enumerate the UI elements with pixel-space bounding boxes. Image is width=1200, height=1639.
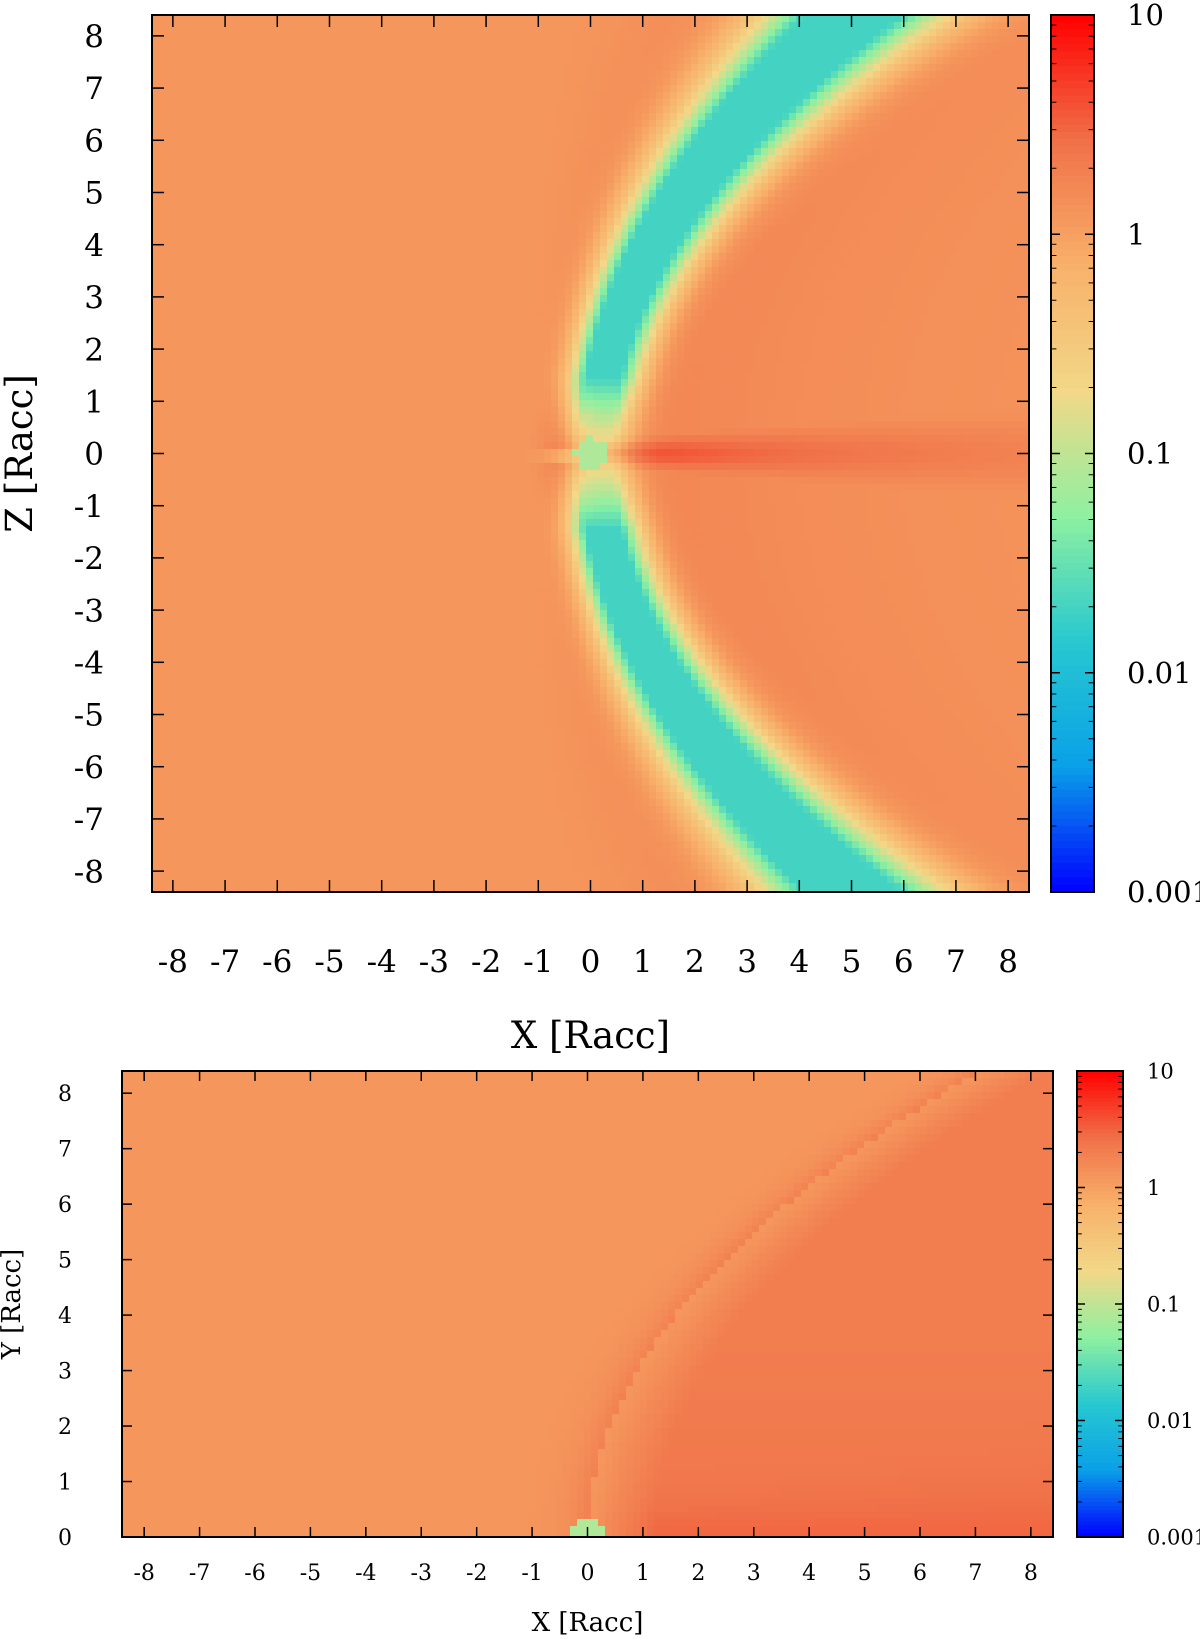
bottom-x-tick-label: 6: [913, 1561, 927, 1586]
bottom-x-tick-label: 4: [802, 1561, 816, 1586]
top-y-tick-label: 5: [84, 176, 104, 212]
top-y-tick-label: 1: [84, 384, 104, 420]
bottom-colorbar-label: 1: [1147, 1176, 1160, 1200]
top-x-tick-label: 7: [946, 944, 966, 980]
bottom-x-tick-label: -7: [189, 1561, 210, 1586]
top-colorbar-label: 1: [1127, 217, 1145, 251]
bottom-x-tick-label: -2: [466, 1561, 487, 1586]
bottom-x-tick-label: -4: [355, 1561, 376, 1586]
bottom-y-tick-label: 8: [58, 1082, 72, 1107]
top-y-tick-label: -5: [74, 698, 104, 734]
top-x-tick-label: 8: [998, 944, 1018, 980]
top-x-tick-label: 1: [633, 944, 653, 980]
top-y-tick-label: -4: [74, 645, 104, 681]
top-x-tick-label: -4: [367, 944, 397, 980]
top-y-tick-label: -6: [74, 750, 104, 786]
top-heatmap: [152, 15, 1030, 893]
bottom-y-tick-label: 7: [58, 1138, 72, 1163]
bottom-y-tick-label: 0: [58, 1526, 72, 1551]
top-x-tick-label: 5: [842, 944, 862, 980]
bottom-panel: -8 -7 -6 -5 -4 -3 -2 -1 0 1 2 3 4 5 6 7 8 0 1 2 3 4 5 6 7 8 X [Rac…: [0, 1059, 1200, 1638]
top-y-tick-label: 0: [84, 437, 104, 473]
bottom-colorbar-label: 10: [1147, 1059, 1174, 1083]
top-x-tick-label: 0: [581, 944, 601, 980]
top-y-tick-label: -3: [74, 593, 104, 629]
top-x-tick-label: -5: [314, 944, 344, 980]
bottom-colorbar-label: 0.001: [1147, 1525, 1200, 1549]
top-y-tick-label: 2: [84, 332, 104, 368]
bottom-x-tick-label: -1: [521, 1561, 542, 1586]
top-x-tick-label: 2: [685, 944, 705, 980]
top-x-tick-label: -3: [419, 944, 449, 980]
top-x-tick-label: -8: [158, 944, 188, 980]
bottom-y-tick-label: 3: [58, 1359, 72, 1384]
bottom-x-tick-label: 7: [968, 1561, 982, 1586]
top-y-tick-label: -7: [74, 802, 104, 838]
bottom-x-tick-label: 3: [747, 1561, 761, 1586]
top-colorbar: 10 1 0.1 0.01 0.001: [1050, 0, 1200, 909]
bottom-x-tick-label: 1: [636, 1561, 650, 1586]
bottom-x-tick-label: 8: [1024, 1561, 1038, 1586]
bottom-x-tick-label: -5: [300, 1561, 321, 1586]
bottom-x-tick-label: 2: [691, 1561, 705, 1586]
top-panel: -8 -7 -6 -5 -4 -3 -2 -1 0 1 2 3 4 5 6 7 8-8-7-6-5-4-3-2-…: [0, 0, 1200, 1057]
top-y-axis-title: Z [Racc]: [0, 374, 41, 533]
top-y-tick-label: 6: [84, 123, 104, 159]
bottom-x-tick-label: -6: [244, 1561, 265, 1586]
top-y-tick-label: -1: [74, 489, 104, 525]
bottom-y-tick-label: 2: [58, 1415, 72, 1440]
top-y-tick-label: 8: [84, 19, 104, 55]
top-x-axis-title: X [Racc]: [511, 1014, 670, 1057]
bottom-colorbar: 10 1 0.1 0.01 0.001: [1076, 1059, 1200, 1549]
bottom-y-tick-label: 4: [58, 1304, 72, 1329]
top-colorbar-label: 0.01: [1127, 656, 1192, 690]
bottom-y-axis-title: Y [Racc]: [0, 1249, 27, 1361]
top-x-tick-label: 4: [789, 944, 809, 980]
top-y-tick-label: 3: [84, 280, 104, 316]
bottom-colorbar-label: 0.1: [1147, 1292, 1180, 1316]
top-y-tick-label: -8: [74, 854, 104, 890]
top-y-tick-label: 7: [84, 71, 104, 107]
top-colorbar-label: 10: [1127, 0, 1164, 32]
bottom-y-tick-label: 1: [58, 1470, 72, 1495]
bottom-y-tick-label: 6: [58, 1193, 72, 1218]
top-y-tick-label: 4: [84, 228, 104, 264]
top-x-tick-label: -6: [262, 944, 292, 980]
bottom-y-tick-label: 5: [58, 1249, 72, 1274]
top-x-tick-label: -1: [523, 944, 553, 980]
top-x-tick-label: -2: [471, 944, 501, 980]
top-colorbar-label: 0.1: [1127, 437, 1173, 471]
top-colorbar-label: 0.001: [1127, 875, 1200, 909]
top-x-tick-label: 6: [894, 944, 914, 980]
bottom-x-tick-label: 0: [581, 1561, 595, 1586]
bottom-x-tick-label: 5: [858, 1561, 872, 1586]
bottom-heatmap: [122, 1071, 1054, 1538]
top-x-tick-label: -7: [210, 944, 240, 980]
bottom-x-tick-label: -3: [411, 1561, 432, 1586]
top-x-tick-label: 3: [737, 944, 757, 980]
bottom-colorbar-label: 0.01: [1147, 1409, 1194, 1433]
bottom-x-tick-label: -8: [133, 1561, 154, 1586]
bottom-x-axis-title: X [Racc]: [532, 1608, 644, 1638]
top-y-tick-label: -2: [74, 541, 104, 577]
